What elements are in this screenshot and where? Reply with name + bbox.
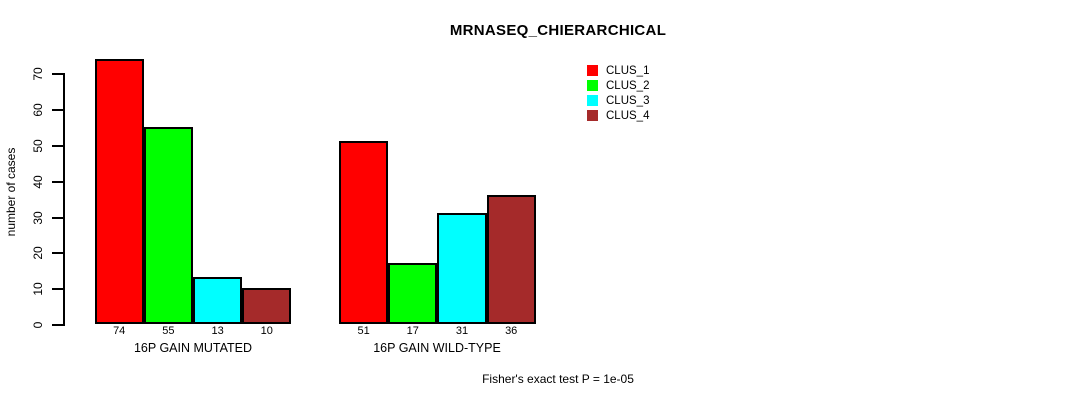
- y-tick-label: 0: [31, 321, 45, 329]
- y-tick-label: 30: [31, 210, 45, 225]
- bar-clus_1-cat1: [339, 141, 389, 324]
- bar-value-label: 13: [211, 325, 224, 337]
- y-tick: [52, 180, 63, 183]
- bar-clus_3-cat1: [437, 213, 487, 324]
- y-tick-label: 60: [31, 103, 45, 117]
- legend: CLUS_1 CLUS_2 CLUS_3 CLUS_4: [587, 63, 649, 123]
- y-tick-label: 10: [31, 282, 45, 296]
- y-tick-label: 70: [31, 67, 45, 82]
- bar-clus_3-cat0: [193, 277, 243, 324]
- legend-swatch-clus1: [587, 65, 598, 76]
- y-tick-label: 50: [31, 139, 45, 153]
- category-label-wild-type: 16P GAIN WILD-TYPE: [373, 341, 501, 355]
- y-tick: [52, 324, 63, 326]
- y-tick: [52, 216, 63, 219]
- y-tick: [52, 145, 63, 147]
- legend-swatch-clus4: [587, 110, 598, 121]
- bar-value-label: 51: [357, 325, 370, 337]
- bar-clus_2-cat1: [388, 263, 438, 324]
- bar-value-label: 31: [455, 325, 469, 337]
- bar-value-label: 55: [162, 325, 175, 337]
- legend-item-clus2: CLUS_2: [587, 78, 649, 93]
- bar-value-label: 17: [406, 325, 419, 337]
- legend-item-clus1: CLUS_1: [587, 63, 649, 78]
- legend-swatch-clus2: [587, 80, 598, 91]
- legend-item-clus3: CLUS_3: [587, 93, 649, 108]
- y-tick: [52, 109, 63, 112]
- bar-clus_4-cat1: [486, 195, 536, 324]
- y-tick-label: 40: [31, 175, 45, 189]
- bar-clus_1-cat0: [94, 59, 144, 324]
- legend-label-clus1: CLUS_1: [606, 64, 650, 77]
- chart-title: MRNASEQ_CHIERARCHICAL: [449, 22, 667, 39]
- y-tick: [52, 252, 63, 255]
- fisher-test-annotation: Fisher's exact test P = 1e-05: [482, 372, 634, 386]
- y-tick-label: 20: [31, 246, 45, 261]
- legend-label-clus4: CLUS_4: [606, 109, 650, 122]
- bar-value-label: 74: [113, 325, 126, 337]
- y-tick: [52, 288, 63, 291]
- bar-value-label: 36: [505, 325, 518, 337]
- legend-swatch-clus3: [587, 95, 598, 106]
- legend-label-clus3: CLUS_3: [606, 94, 650, 107]
- bar-value-label: 10: [260, 325, 273, 337]
- y-tick: [52, 73, 63, 76]
- legend-item-clus4: CLUS_4: [587, 108, 649, 123]
- y-axis-line: [63, 73, 65, 326]
- y-axis-title: number of cases: [4, 147, 18, 237]
- bar-clus_2-cat0: [143, 127, 193, 324]
- legend-label-clus2: CLUS_2: [606, 79, 650, 92]
- bar-clus_4-cat0: [242, 288, 292, 324]
- category-label-mutated: 16P GAIN MUTATED: [133, 341, 253, 355]
